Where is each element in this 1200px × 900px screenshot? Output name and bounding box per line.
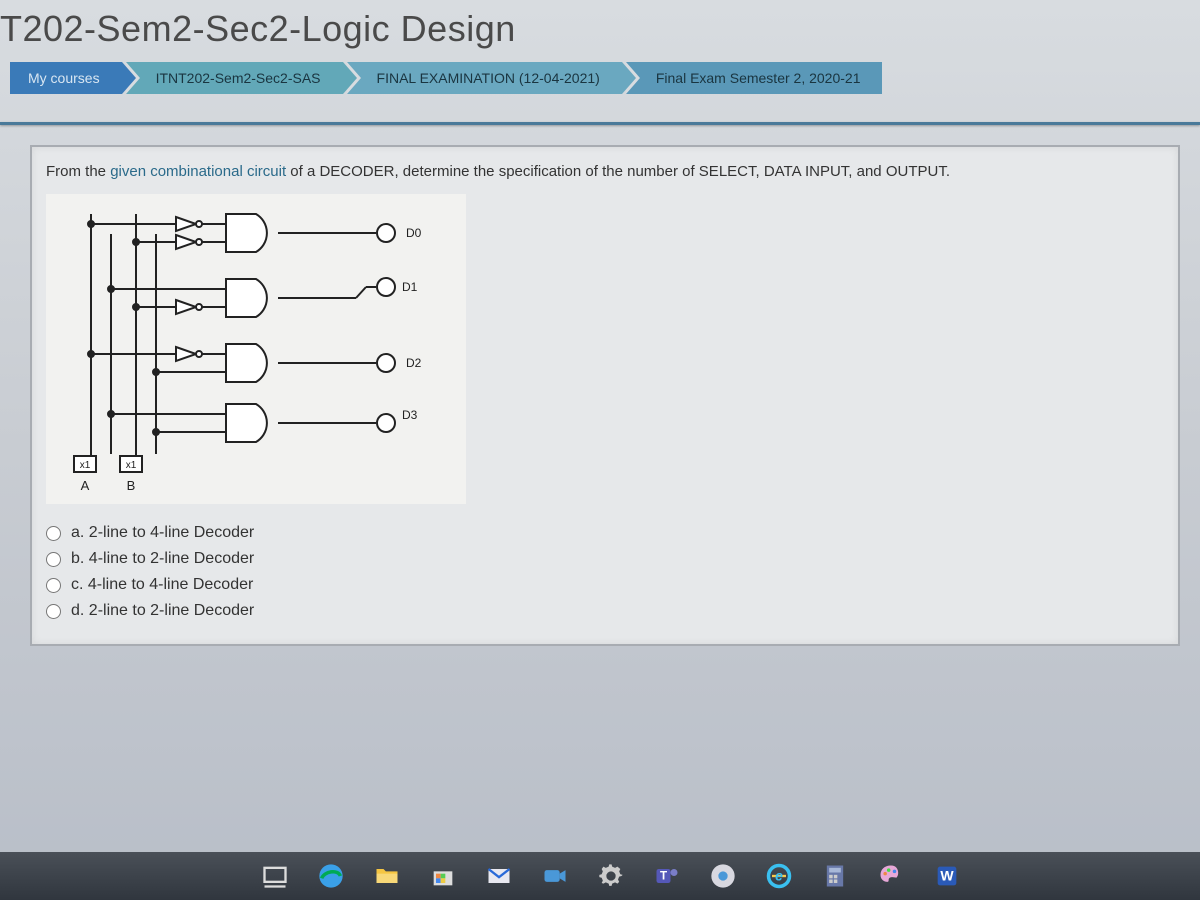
option-c-label: c. 4-line to 4-line Decoder <box>71 576 253 594</box>
option-a-radio[interactable] <box>46 526 61 541</box>
circuit-diagram: x1 x1 A B D0 <box>46 194 466 504</box>
store-icon[interactable] <box>428 861 458 891</box>
task-view-icon[interactable] <box>260 861 290 891</box>
question-panel: From the given combinational circuit of … <box>30 145 1180 646</box>
calculator-icon[interactable] <box>820 861 850 891</box>
svg-text:D2: D2 <box>406 356 422 370</box>
qtext-prefix: From the <box>46 163 110 180</box>
svg-text:D1: D1 <box>402 280 418 294</box>
breadcrumb-exam[interactable]: FINAL EXAMINATION (12-04-2021) <box>347 62 622 94</box>
answer-options: a. 2-line to 4-line Decoder b. 4-line to… <box>46 524 1164 620</box>
breadcrumb-my-courses[interactable]: My courses <box>10 62 122 94</box>
option-d[interactable]: d. 2-line to 2-line Decoder <box>46 602 1164 620</box>
section-divider <box>0 122 1200 125</box>
breadcrumb-course[interactable]: ITNT202-Sem2-Sec2-SAS <box>126 62 343 94</box>
svg-text:D0: D0 <box>406 226 422 240</box>
option-d-label: d. 2-line to 2-line Decoder <box>71 602 254 620</box>
option-b[interactable]: b. 4-line to 2-line Decoder <box>46 550 1164 568</box>
mail-icon[interactable] <box>484 861 514 891</box>
option-a[interactable]: a. 2-line to 4-line Decoder <box>46 524 1164 542</box>
file-explorer-icon[interactable] <box>372 861 402 891</box>
ie-icon[interactable]: e <box>764 861 794 891</box>
option-b-label: b. 4-line to 2-line Decoder <box>71 550 254 568</box>
edge-icon[interactable] <box>316 861 346 891</box>
svg-text:T: T <box>660 870 667 883</box>
paint-icon[interactable] <box>876 861 906 891</box>
svg-text:A: A <box>81 478 90 493</box>
page-title: T202-Sem2-Sec2-Logic Design <box>0 0 1200 62</box>
assistant-icon[interactable] <box>708 861 738 891</box>
settings-icon[interactable] <box>596 861 626 891</box>
teams-icon[interactable]: T <box>652 861 682 891</box>
svg-text:B: B <box>127 478 136 493</box>
option-a-label: a. 2-line to 4-line Decoder <box>71 524 254 542</box>
svg-text:x1: x1 <box>80 460 91 471</box>
option-c[interactable]: c. 4-line to 4-line Decoder <box>46 576 1164 594</box>
breadcrumb-final[interactable]: Final Exam Semester 2, 2020-21 <box>626 62 883 94</box>
option-c-radio[interactable] <box>46 578 61 593</box>
question-text: From the given combinational circuit of … <box>46 163 1164 180</box>
video-icon[interactable] <box>540 861 570 891</box>
word-icon[interactable]: W <box>932 861 962 891</box>
option-d-radio[interactable] <box>46 604 61 619</box>
breadcrumb: My courses ITNT202-Sem2-Sec2-SAS FINAL E… <box>0 62 1200 94</box>
svg-text:D3: D3 <box>402 408 418 422</box>
svg-text:e: e <box>775 868 783 884</box>
option-b-radio[interactable] <box>46 552 61 567</box>
svg-text:x1: x1 <box>126 460 137 471</box>
qtext-highlight: given combinational circuit <box>110 163 286 180</box>
qtext-rest: of a DECODER, determine the specificatio… <box>286 163 950 180</box>
svg-text:W: W <box>940 868 954 884</box>
windows-taskbar: T e W <box>0 852 1200 900</box>
